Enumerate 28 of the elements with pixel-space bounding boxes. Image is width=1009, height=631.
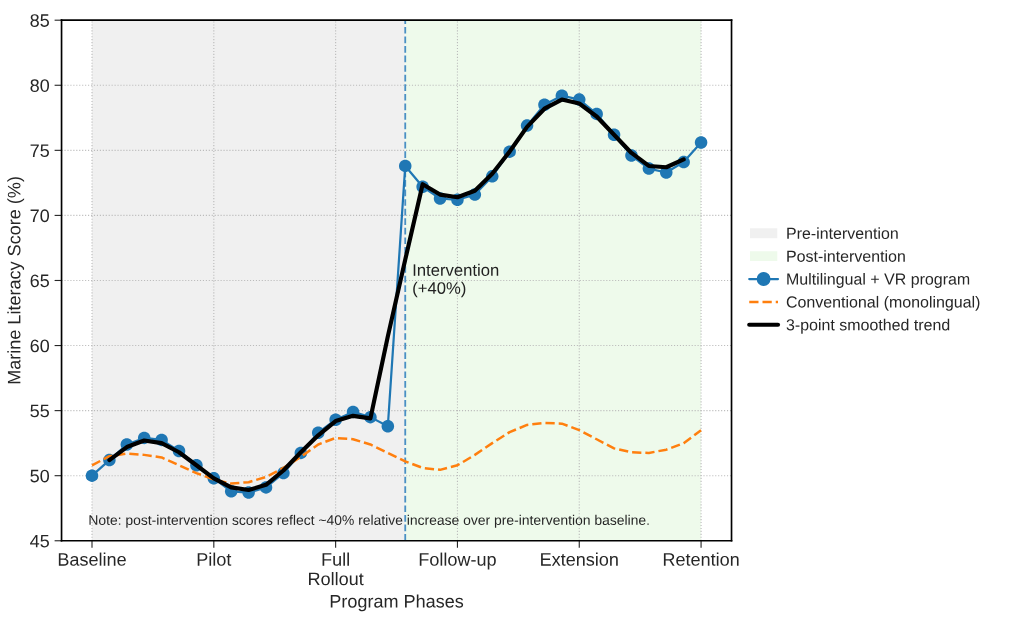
y-tick-label: 60 (30, 339, 50, 353)
y-tick-label: 70 (30, 209, 50, 223)
legend-label: Conventional (monolingual) (786, 295, 980, 311)
point (694, 136, 708, 149)
text: Post-intervention (787, 250, 905, 262)
x-axis-title: Program Phases (330, 594, 464, 612)
y-tick-label: 85 (30, 14, 49, 27)
x-tick-label: Baseline (58, 552, 126, 566)
y-axis-title: Marine Literacy Score (%) (7, 177, 25, 384)
x-tick-label: Extension (541, 552, 618, 566)
y-tick-label: 65 (30, 274, 49, 288)
y-tick-label: 55 (30, 404, 49, 418)
text: Pre-intervention (787, 227, 898, 240)
point (381, 419, 395, 433)
x-tick-label: Pilot (197, 552, 232, 566)
legend-label: Multilingual + VR program (787, 273, 970, 288)
x-tick-label: Retention (663, 552, 739, 566)
x-tick-label: Follow-up (419, 552, 496, 570)
x-tick-label: Full Rollout (309, 552, 364, 586)
y-tick-label: 50 (30, 469, 50, 483)
legend-label: 3-point smoothed trend (786, 318, 950, 334)
annotation: Note: post-intervention scores reflect ~40% relative increase over pre-intervention baseline. (89, 514, 649, 528)
y-tick-label: 80 (30, 79, 50, 92)
y-tick-label: 75 (30, 144, 49, 158)
y-tick-label: 45 (30, 534, 49, 548)
point (398, 159, 412, 173)
point (85, 469, 99, 482)
annotation: Intervention (+40%) (413, 263, 499, 298)
